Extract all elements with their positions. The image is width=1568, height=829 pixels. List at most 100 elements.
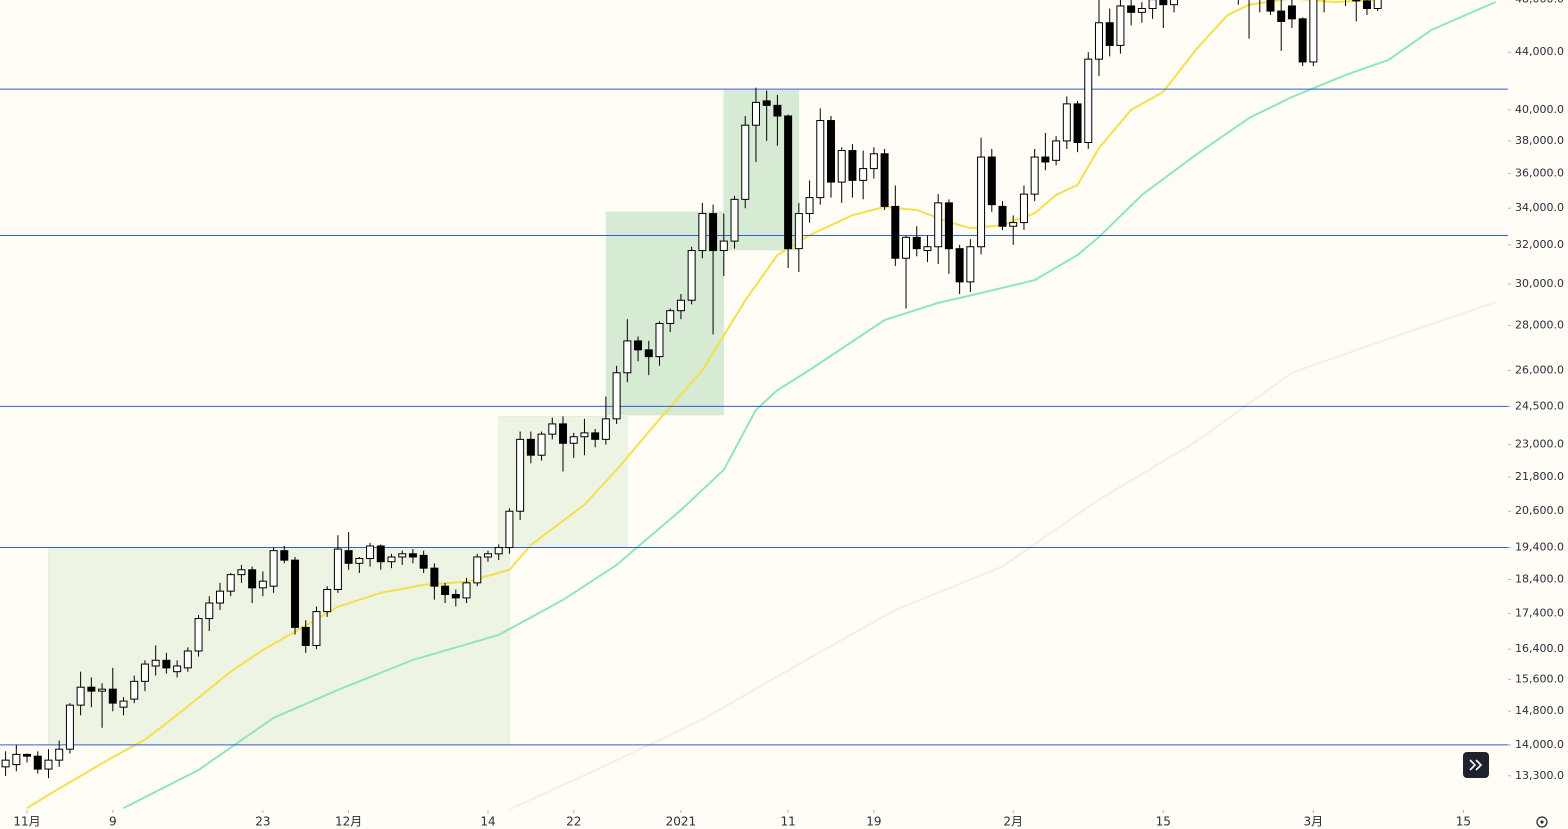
- candle-body: [344, 550, 353, 564]
- y-tick-label: 16,400.0: [1515, 642, 1564, 655]
- candle-body: [162, 659, 171, 669]
- candle-body: [955, 248, 964, 283]
- y-tick-label: 38,000.0: [1515, 134, 1564, 147]
- plot-area: [0, 0, 1508, 810]
- x-tick-label: 2021: [666, 815, 697, 829]
- candle-body: [934, 202, 943, 248]
- y-tick-label: 17,400.0: [1515, 606, 1564, 619]
- y-tick-label: 23,000.0: [1515, 438, 1564, 451]
- candle-body: [65, 704, 74, 750]
- candle-body: [1030, 156, 1039, 195]
- candle-body: [644, 349, 653, 358]
- candle-body: [655, 322, 664, 358]
- candle-body: [323, 588, 332, 613]
- y-tick-label: 13,300.0: [1515, 769, 1564, 782]
- candle-body: [944, 202, 953, 250]
- candle-body: [226, 574, 235, 592]
- ma-line: [123, 1, 1496, 809]
- candle-body: [784, 115, 793, 250]
- y-tick-label: 30,000.0: [1515, 277, 1564, 290]
- candle-body: [1062, 103, 1071, 142]
- settings-icon[interactable]: [1536, 816, 1548, 828]
- x-tick-label: 2月: [1003, 815, 1023, 829]
- y-tick-label: 14,800.0: [1515, 704, 1564, 717]
- y-tick-label: 18,400.0: [1515, 573, 1564, 586]
- candle-body: [408, 553, 417, 558]
- x-tick-label: 11: [780, 815, 795, 829]
- candle-body: [55, 748, 64, 761]
- gear[interactable]: [1536, 816, 1548, 828]
- candle-body: [1137, 8, 1146, 13]
- candle-body: [966, 246, 975, 283]
- candle-body: [1309, 0, 1318, 63]
- candle-body: [291, 559, 300, 628]
- candle-body: [280, 550, 289, 561]
- candle-body: [537, 433, 546, 456]
- candle-body: [12, 753, 21, 766]
- candle-body: [709, 213, 718, 252]
- candle-body: [891, 205, 900, 259]
- candle-body: [1277, 10, 1286, 22]
- candle-body: [1373, 0, 1382, 10]
- candle-body: [880, 153, 889, 207]
- x-tick-label: 15: [1456, 815, 1471, 829]
- candle-body: [526, 438, 535, 456]
- candle-body: [1298, 18, 1307, 63]
- candle-body: [151, 659, 160, 667]
- candle-body: [269, 550, 278, 587]
- candle-body: [483, 553, 492, 558]
- candle-body: [977, 156, 986, 248]
- candle-body: [237, 569, 246, 576]
- candle-body: [1084, 58, 1093, 144]
- candle-body: [33, 755, 42, 770]
- candle-body: [1009, 222, 1018, 227]
- candle-body: [634, 340, 643, 351]
- candle-body: [376, 545, 385, 563]
- y-tick-label: 20,600.0: [1515, 504, 1564, 517]
- candle-body: [1105, 22, 1114, 46]
- candle-body: [1041, 156, 1050, 163]
- candle-body: [591, 432, 600, 440]
- candle-body: [580, 432, 589, 438]
- chevrons-icon: [1469, 759, 1483, 771]
- candle-body: [248, 569, 257, 589]
- candle-body: [730, 198, 739, 242]
- y-tick-label: 48,000.0: [1515, 0, 1564, 6]
- y-tick-label: 26,000.0: [1515, 363, 1564, 376]
- candle-body: [698, 213, 707, 252]
- candle-body: [173, 665, 182, 673]
- candle-body: [869, 153, 878, 170]
- y-tick-label: 34,000.0: [1515, 201, 1564, 214]
- candle-body: [462, 582, 471, 599]
- candle-body: [1170, 0, 1179, 6]
- candle-body: [1266, 0, 1275, 12]
- candle-body: [859, 168, 868, 181]
- candle-body: [923, 246, 932, 252]
- candle-body: [751, 101, 760, 126]
- candle-body: [398, 553, 407, 558]
- candle-body: [794, 213, 803, 250]
- candle-body: [1, 759, 10, 768]
- candle-body: [494, 547, 503, 555]
- scroll-to-latest-button[interactable]: [1463, 752, 1489, 778]
- candle-body: [451, 594, 460, 599]
- candle-body: [1159, 0, 1168, 6]
- candle-body: [76, 686, 85, 706]
- candle-body: [1127, 5, 1136, 13]
- candle-body: [1052, 140, 1061, 161]
- x-tick-label: 3月: [1304, 815, 1324, 829]
- candle-body: [312, 611, 321, 646]
- candle-body: [666, 310, 675, 324]
- x-tick-label: 22: [566, 815, 581, 829]
- candle-body: [23, 753, 32, 757]
- candle-body: [355, 558, 364, 564]
- x-tick-label: 15: [1156, 815, 1171, 829]
- candle-body: [762, 100, 771, 106]
- candle-body: [548, 423, 557, 435]
- x-tick-label: 23: [255, 815, 270, 829]
- y-tick-label: 14,000.0: [1515, 738, 1564, 751]
- candle-body: [773, 104, 782, 117]
- candle-body: [505, 510, 514, 549]
